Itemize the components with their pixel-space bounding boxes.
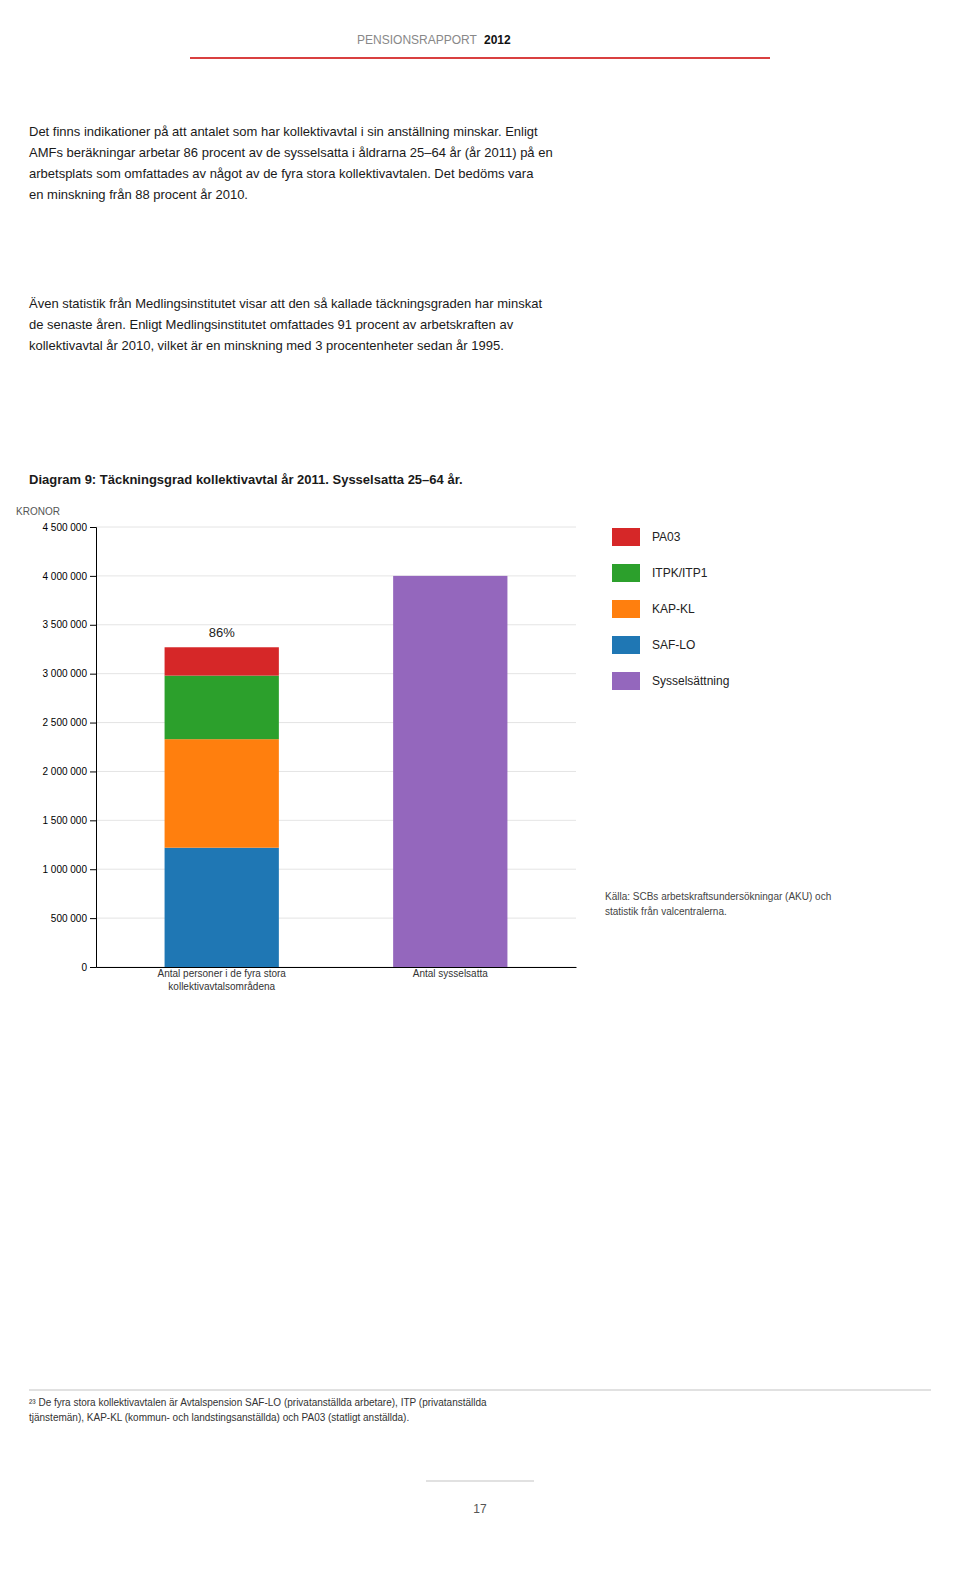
- y-tick-mark: [90, 674, 96, 675]
- y-tick-mark: [90, 527, 96, 528]
- text-line: kollektivavtalsområdena: [168, 981, 275, 992]
- x-tick-label: Antal personer i de fyra stora kollektiva…: [158, 968, 287, 992]
- legend-label: Sysselsättning: [652, 674, 729, 688]
- bar-series: [165, 848, 279, 967]
- bars: [165, 576, 508, 967]
- y-tick-label: 500 000: [51, 913, 88, 924]
- header-bold: 2012: [484, 33, 511, 47]
- bar-segment: [165, 848, 279, 967]
- legend-swatch: [612, 636, 640, 654]
- y-tick-mark: [90, 576, 96, 577]
- legend-item: PA03: [612, 528, 681, 546]
- x-tick: Antal sysselsatta: [413, 968, 488, 979]
- text-line: Det finns indikationer på att antalet so…: [29, 124, 538, 139]
- y-tick: 2 000 000: [43, 766, 97, 777]
- bar-segment: [165, 739, 279, 848]
- y-tick-label: 0: [81, 962, 87, 973]
- y-tick: 1 500 000: [43, 815, 97, 826]
- text-line: AMFs beräkningar arbetar 86 procent av d…: [29, 145, 553, 160]
- paragraph: Det finns indikationer på att antalet so…: [29, 124, 553, 202]
- header-rule: [190, 57, 770, 59]
- grid: [96, 527, 576, 967]
- bar-series: [165, 739, 279, 848]
- bar-segment: [393, 576, 507, 967]
- y-tick: 500 000: [51, 913, 96, 924]
- text-line: Antal personer i de fyra stora: [158, 968, 287, 979]
- y-axis-line: [90, 528, 97, 968]
- legend-item: ITPK/ITP1: [612, 564, 708, 582]
- legend-label: PA03: [652, 530, 681, 544]
- legend-swatch: [612, 528, 640, 546]
- legend-label: SAF-LO: [652, 638, 695, 652]
- x-axis: Antal personer i de fyra stora kollektiva…: [97, 968, 577, 993]
- header-light: PENSIONSRAPPORT: [357, 33, 480, 47]
- legend-item: Sysselsättning: [612, 672, 729, 690]
- legend: PA03 ITPK/ITP1 KAP-KL SAF-LO Sysselsättning: [612, 528, 729, 690]
- chart: 0 500 000 1 000 000 1 500 000 2 000 000 2 500…: [43, 522, 577, 992]
- y-tick-label: 3 500 000: [43, 619, 88, 630]
- text-line: ²³ De fyra stora kollektivavtalen är Avt…: [29, 1397, 487, 1408]
- legend-swatch: [612, 672, 640, 690]
- y-tick: 2 500 000: [43, 717, 97, 728]
- x-tick: Antal personer i de fyra stora kollektiva…: [158, 968, 287, 992]
- y-axis-label: KRONOR: [16, 506, 60, 517]
- footnote: ²³ De fyra stora kollektivavtalen är Avt…: [29, 1397, 487, 1423]
- y-tick-label: 2 500 000: [43, 717, 88, 728]
- annotation: 86%: [209, 625, 235, 640]
- y-tick-label: 1 500 000: [43, 815, 88, 826]
- y-tick: 3 000 000: [43, 668, 97, 679]
- bar-series: [165, 676, 279, 740]
- page-number-rule: [426, 1481, 534, 1482]
- text-line: Även statistik från Medlingsinstitutet v…: [29, 296, 542, 311]
- paragraph: Även statistik från Medlingsinstitutet v…: [29, 296, 542, 353]
- y-tick-mark: [90, 918, 96, 919]
- legend-swatch: [612, 600, 640, 618]
- bar-series: [393, 576, 507, 967]
- y-tick-mark: [90, 869, 96, 870]
- text-line: tjänstemän), KAP-KL (kommun- och landsti…: [29, 1412, 409, 1423]
- y-tick-mark: [90, 723, 96, 724]
- y-tick-label: 4 000 000: [43, 571, 88, 582]
- footnote-rule: [29, 1390, 931, 1391]
- text-line: Antal sysselsatta: [413, 968, 488, 979]
- text-line: arbetsplats som omfattades av något av d…: [29, 166, 534, 181]
- y-tick: 1 000 000: [43, 864, 97, 875]
- y-tick-mark: [90, 625, 96, 626]
- chart-title: Diagram 9: Täckningsgrad kollektivavtal …: [29, 472, 463, 487]
- source: Källa: SCBs arbetskraftsundersökningar (…: [605, 891, 831, 917]
- bar-segment: [165, 676, 279, 740]
- x-tick-label: Antal sysselsatta: [413, 968, 488, 979]
- y-tick-label: 2 000 000: [43, 766, 88, 777]
- y-tick-mark: [90, 967, 96, 968]
- page: PENSIONSRAPPORT 2012 Det finns indikation…: [0, 0, 960, 1572]
- y-tick-label: 3 000 000: [43, 668, 88, 679]
- page-number: 17: [473, 1502, 487, 1516]
- y-tick: 3 500 000: [43, 619, 97, 630]
- legend-label: KAP-KL: [652, 602, 695, 616]
- y-axis: 0 500 000 1 000 000 1 500 000 2 000 000 2 500…: [43, 522, 97, 973]
- text-line: en minskning från 88 procent år 2010.: [29, 187, 248, 202]
- text-line: kollektivavtal år 2010, vilket är en min…: [29, 338, 504, 353]
- y-tick-mark: [90, 820, 96, 821]
- legend-swatch: [612, 564, 640, 582]
- y-tick-label: 1 000 000: [43, 864, 88, 875]
- y-tick-label: 4 500 000: [43, 522, 88, 533]
- text-line: statistik från valcentralerna.: [605, 906, 727, 917]
- legend-label: ITPK/ITP1: [652, 566, 708, 580]
- y-tick-mark: [90, 771, 96, 772]
- text-line: de senaste åren. Enligt Medlingsinstitut…: [29, 317, 514, 332]
- text-line: Källa: SCBs arbetskraftsundersökningar (…: [605, 891, 831, 902]
- y-tick: 4 000 000: [43, 571, 97, 582]
- y-tick: 4 500 000: [43, 522, 97, 533]
- legend-item: KAP-KL: [612, 600, 695, 618]
- legend-item: SAF-LO: [612, 636, 695, 654]
- bar-series: [165, 647, 279, 675]
- grid-line: [96, 527, 576, 528]
- y-tick: 0: [81, 962, 96, 973]
- bar-segment: [165, 647, 279, 675]
